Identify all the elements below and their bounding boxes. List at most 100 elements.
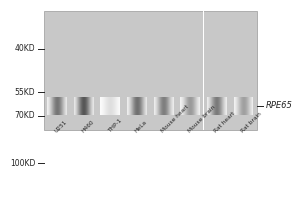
Bar (226, 97, 227, 115)
Bar (85, 97, 86, 115)
Bar (168, 97, 169, 115)
Bar (50, 97, 51, 115)
Text: RPE65: RPE65 (266, 101, 292, 110)
Bar (198, 97, 199, 115)
Bar (89, 97, 90, 115)
Bar (180, 97, 181, 115)
Bar (197, 97, 198, 115)
Bar (237, 97, 238, 115)
Bar (79, 97, 80, 115)
Bar (129, 97, 130, 115)
Bar (222, 97, 223, 115)
Bar (59, 97, 60, 115)
Bar (106, 97, 107, 115)
Bar (246, 97, 247, 115)
Bar (184, 97, 185, 115)
Bar (144, 97, 145, 115)
Bar (224, 97, 225, 115)
Bar (87, 97, 88, 115)
Bar (47, 97, 48, 115)
Bar (194, 97, 195, 115)
Bar (44, 11, 257, 130)
Bar (140, 97, 141, 115)
Bar (58, 97, 59, 115)
Bar (154, 97, 155, 115)
Bar (243, 97, 244, 115)
Bar (252, 97, 253, 115)
Bar (57, 97, 58, 115)
Bar (131, 97, 132, 115)
Bar (145, 97, 146, 115)
Bar (100, 97, 101, 115)
Bar (56, 97, 57, 115)
Bar (101, 97, 102, 115)
Bar (250, 97, 251, 115)
Bar (249, 97, 250, 115)
Bar (187, 97, 188, 115)
Bar (223, 97, 224, 115)
Bar (119, 97, 120, 115)
Bar (185, 97, 186, 115)
Bar (195, 97, 196, 115)
Bar (192, 97, 193, 115)
Bar (225, 97, 226, 115)
Bar (80, 97, 81, 115)
Bar (167, 97, 168, 115)
Bar (203, 11, 205, 130)
Bar (51, 97, 52, 115)
Bar (110, 97, 111, 115)
Bar (219, 97, 220, 115)
Text: Mouse heart: Mouse heart (160, 104, 190, 134)
Bar (239, 97, 240, 115)
Text: 55KD: 55KD (14, 88, 35, 97)
Bar (128, 97, 129, 115)
Bar (196, 97, 197, 115)
Bar (234, 97, 235, 115)
Bar (135, 97, 136, 115)
Bar (117, 97, 118, 115)
Bar (105, 97, 106, 115)
Bar (166, 97, 167, 115)
Bar (171, 97, 172, 115)
Bar (244, 97, 245, 115)
Bar (113, 97, 114, 115)
Bar (52, 97, 53, 115)
Text: 100KD: 100KD (10, 159, 35, 168)
Bar (136, 97, 137, 115)
Bar (155, 97, 156, 115)
Bar (134, 97, 135, 115)
Bar (213, 97, 214, 115)
Bar (53, 97, 54, 115)
Bar (215, 97, 216, 115)
Bar (209, 97, 210, 115)
Bar (84, 97, 85, 115)
Text: HeLa: HeLa (134, 119, 148, 134)
Bar (49, 97, 50, 115)
Bar (218, 97, 219, 115)
Bar (141, 97, 142, 115)
Bar (90, 97, 91, 115)
Bar (191, 97, 192, 115)
Bar (165, 97, 166, 115)
Bar (104, 97, 105, 115)
Bar (115, 97, 116, 115)
Bar (136, 97, 137, 115)
Bar (172, 97, 173, 115)
Bar (102, 97, 103, 115)
Bar (216, 97, 217, 115)
Bar (64, 97, 65, 115)
Bar (199, 97, 200, 115)
Bar (77, 97, 78, 115)
Bar (146, 97, 147, 115)
Bar (92, 97, 93, 115)
Bar (251, 97, 252, 115)
Text: Mouse brain: Mouse brain (187, 104, 216, 134)
Bar (162, 97, 163, 115)
Bar (159, 97, 160, 115)
Bar (132, 97, 133, 115)
Bar (137, 97, 138, 115)
Bar (55, 97, 56, 115)
Bar (81, 97, 82, 115)
Bar (116, 97, 117, 115)
Text: H460: H460 (80, 119, 95, 134)
